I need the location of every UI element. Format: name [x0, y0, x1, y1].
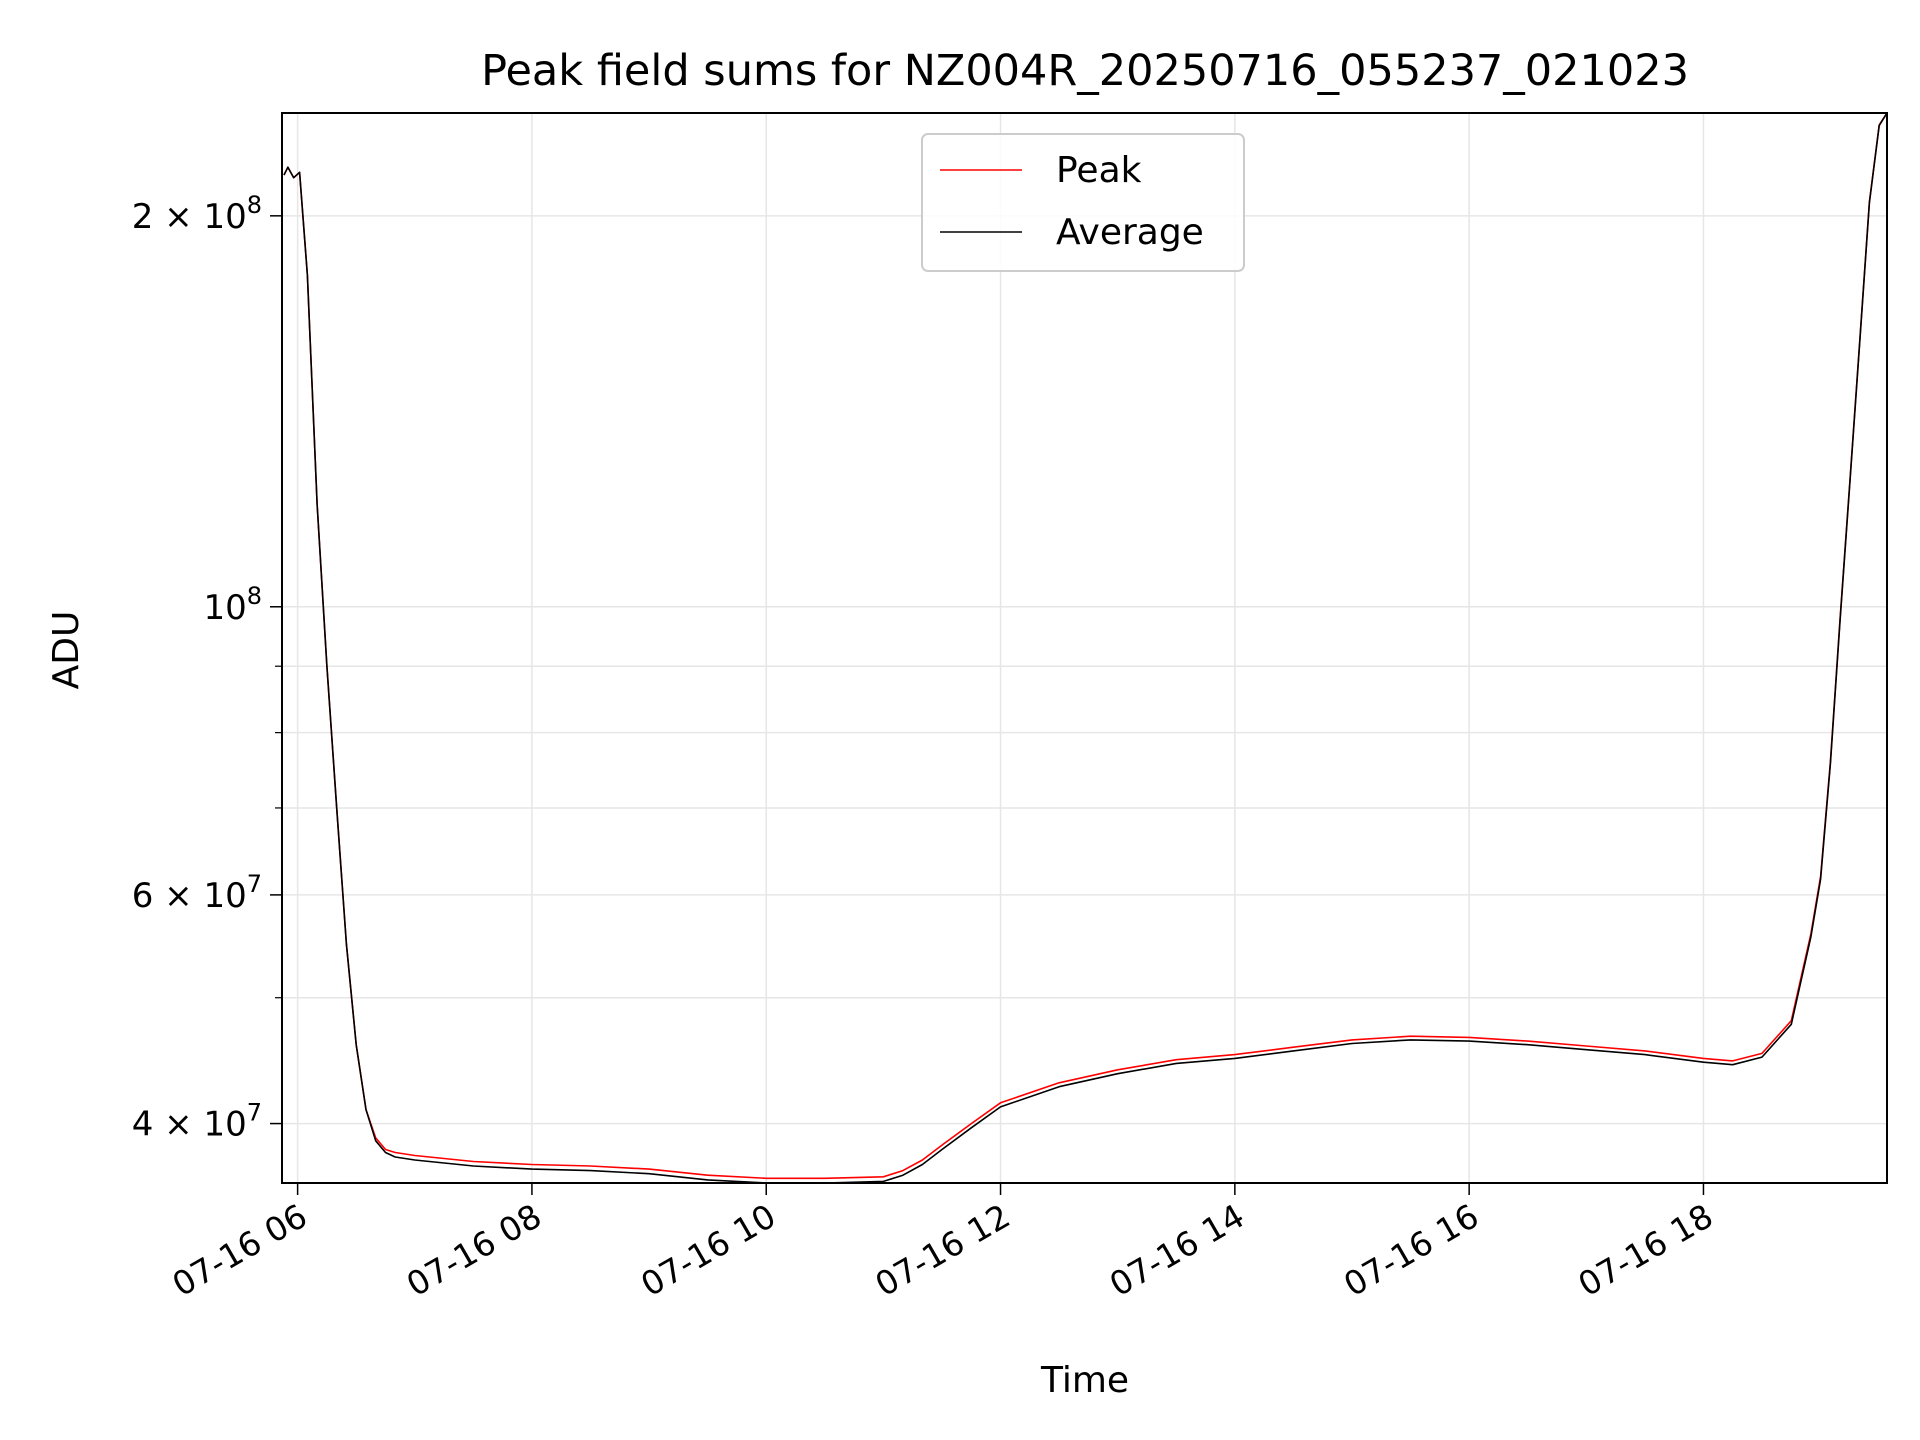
- legend-box: [921, 133, 1245, 272]
- legend-label-average: Average: [1056, 212, 1204, 253]
- y-tick-label: 6 × 107: [132, 870, 262, 916]
- y-tick-label-base: 10: [203, 588, 246, 628]
- legend: Peak Average: [921, 133, 1245, 272]
- x-tick-label: 07-16 14: [1103, 1196, 1251, 1304]
- grid: [282, 113, 1887, 1183]
- y-tick-label-base: 6 × 10: [132, 876, 247, 916]
- x-axis: 07-16 06 07-16 08 07-16 10 07-16 12 07-16 14…: [166, 1183, 1719, 1304]
- x-axis-label: Time: [1040, 1360, 1129, 1401]
- y-tick-label: 2 × 108: [132, 191, 262, 237]
- y-tick-label-exponent: 8: [247, 582, 262, 610]
- legend-label-peak: Peak: [1056, 150, 1142, 191]
- y-axis-label: ADU: [46, 611, 87, 690]
- x-tick-label: 07-16 08: [400, 1196, 548, 1304]
- y-tick-label-base: 4 × 10: [132, 1105, 247, 1145]
- chart-title: Peak field sums for NZ004R_20250716_0552…: [481, 46, 1689, 96]
- x-tick-label: 07-16 18: [1571, 1196, 1719, 1304]
- x-tick-label: 07-16 06: [166, 1196, 314, 1304]
- x-tick-label: 07-16 10: [634, 1196, 782, 1304]
- y-tick-label: 108: [203, 582, 262, 628]
- y-tick-label-exponent: 7: [247, 870, 262, 898]
- plot-frame: [281, 112, 1888, 1184]
- x-tick-label: 07-16 12: [869, 1196, 1017, 1304]
- y-tick-label-exponent: 7: [247, 1099, 262, 1127]
- y-tick-label: 4 × 107: [132, 1099, 262, 1145]
- y-tick-label-base: 2 × 10: [132, 197, 247, 237]
- series-line-average: [283, 113, 1887, 1183]
- y-tick-label-exponent: 8: [247, 191, 262, 219]
- series-layer: [283, 113, 1887, 1183]
- series-line-peak: [283, 113, 1887, 1180]
- x-tick-label: 07-16 16: [1337, 1196, 1485, 1304]
